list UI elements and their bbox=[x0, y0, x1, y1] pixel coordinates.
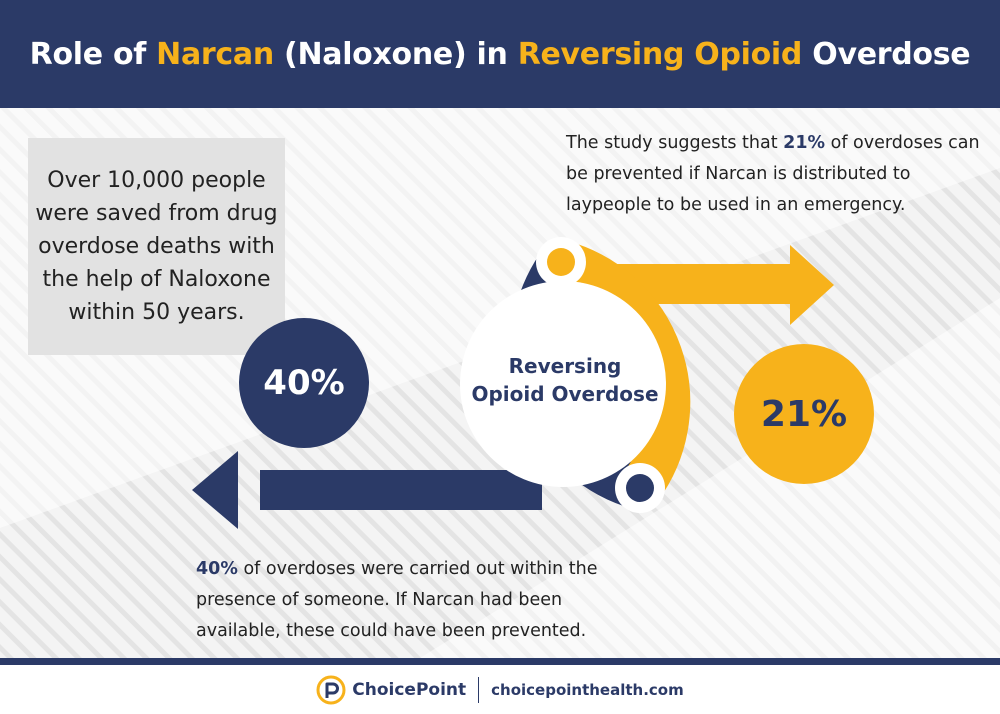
navy-percent-label: 40% bbox=[263, 363, 345, 403]
brand-name: ChoicePoint bbox=[352, 679, 467, 700]
gold-percent-label: 21% bbox=[760, 393, 848, 435]
overdose-presence-text: 40% of overdoses were carried out within… bbox=[196, 559, 598, 641]
header-banner: Role of Narcan (Naloxone) in Reversing O… bbox=[0, 0, 1000, 108]
title-accent-narcan: Narcan bbox=[156, 36, 274, 72]
page-title: Role of Narcan (Naloxone) in Reversing O… bbox=[29, 36, 971, 72]
footer-divider bbox=[0, 658, 1000, 665]
center-label: Reversing Opioid Overdose bbox=[471, 354, 659, 406]
gold-percent-circle bbox=[734, 344, 874, 484]
choicepoint-logo-icon bbox=[316, 675, 346, 704]
stat-box-text: Over 10,000 people were saved from drug … bbox=[35, 168, 278, 325]
website-link[interactable]: choicepointhealth.com bbox=[491, 680, 684, 699]
navy-arrow-head bbox=[192, 451, 238, 529]
stat-box-lives-saved: Over 10,000 people were saved from drug … bbox=[28, 138, 285, 355]
footer: ChoicePoint choicepointhealth.com bbox=[0, 665, 1000, 714]
center-circle bbox=[460, 281, 666, 487]
presence-highlight: 40% bbox=[196, 559, 238, 579]
navy-knob bbox=[626, 474, 654, 502]
gold-knob bbox=[547, 248, 575, 276]
title-accent-reversing: Reversing Opioid bbox=[517, 36, 803, 72]
footer-separator bbox=[478, 676, 480, 703]
navy-percent-circle bbox=[239, 318, 369, 448]
study-highlight: 21% bbox=[783, 133, 826, 153]
gold-arrow-head bbox=[790, 245, 834, 325]
study-text: The study suggests that 21% of overdoses… bbox=[566, 133, 980, 215]
navy-arrow-shaft bbox=[260, 470, 542, 510]
brand-logo[interactable]: ChoicePoint bbox=[316, 675, 466, 705]
